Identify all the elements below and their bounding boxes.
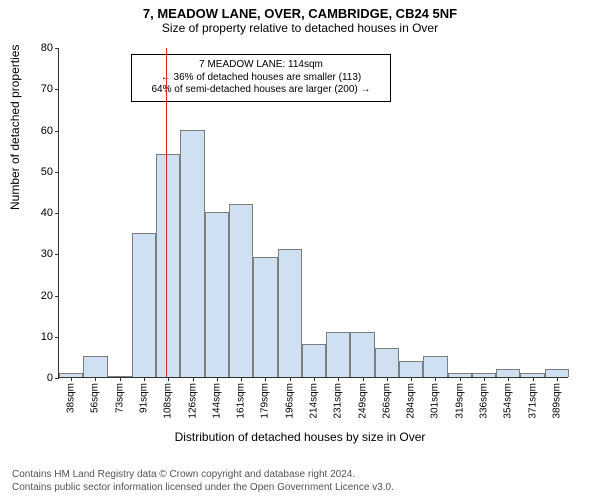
histogram-bar <box>350 332 374 377</box>
footer-line-2: Contains public sector information licen… <box>12 482 394 495</box>
y-tick-mark <box>55 337 59 338</box>
annotation-line-2: ← 36% of detached houses are smaller (11… <box>138 72 384 85</box>
x-tick-mark <box>120 377 121 381</box>
x-tick-mark <box>435 377 436 381</box>
x-tick-mark <box>533 377 534 381</box>
x-tick-label: 161sqm <box>236 383 247 419</box>
x-tick-label: 354sqm <box>503 383 514 419</box>
x-tick-mark <box>338 377 339 381</box>
x-tick-label: 179sqm <box>260 383 271 419</box>
x-tick-mark <box>95 377 96 381</box>
x-tick-label: 38sqm <box>66 383 77 413</box>
x-tick-label: 301sqm <box>430 383 441 419</box>
y-tick-mark <box>55 296 59 297</box>
x-tick-label: 231sqm <box>333 383 344 419</box>
chart-title-main: 7, MEADOW LANE, OVER, CAMBRIDGE, CB24 5N… <box>0 0 600 21</box>
histogram-bar <box>156 154 180 377</box>
x-tick-mark <box>508 377 509 381</box>
x-tick-label: 266sqm <box>381 383 392 419</box>
x-tick-mark <box>314 377 315 381</box>
footer-attribution: Contains HM Land Registry data © Crown c… <box>12 469 394 494</box>
x-tick-label: 319sqm <box>454 383 465 419</box>
x-tick-mark <box>217 377 218 381</box>
histogram-bar <box>399 361 423 378</box>
histogram-bar <box>545 369 569 377</box>
histogram-bar <box>278 249 302 377</box>
x-tick-mark <box>168 377 169 381</box>
y-tick-mark <box>55 254 59 255</box>
y-tick-mark <box>55 89 59 90</box>
y-tick-mark <box>55 172 59 173</box>
x-tick-mark <box>411 377 412 381</box>
histogram-bar <box>496 369 520 377</box>
x-tick-mark <box>387 377 388 381</box>
x-tick-mark <box>363 377 364 381</box>
x-tick-mark <box>460 377 461 381</box>
x-tick-mark <box>484 377 485 381</box>
property-marker-line <box>166 48 168 377</box>
x-tick-label: 91sqm <box>139 383 150 413</box>
x-tick-label: 371sqm <box>527 383 538 419</box>
x-tick-label: 249sqm <box>357 383 368 419</box>
chart-plot-area: 7 MEADOW LANE: 114sqm ← 36% of detached … <box>58 48 568 378</box>
histogram-bar <box>205 212 229 377</box>
histogram-bar <box>253 257 277 377</box>
annotation-box: 7 MEADOW LANE: 114sqm ← 36% of detached … <box>131 54 391 102</box>
x-tick-mark <box>193 377 194 381</box>
histogram-bar <box>132 233 156 377</box>
x-tick-label: 284sqm <box>406 383 417 419</box>
x-tick-mark <box>71 377 72 381</box>
x-tick-mark <box>265 377 266 381</box>
x-tick-label: 389sqm <box>551 383 562 419</box>
chart-title-sub: Size of property relative to detached ho… <box>0 21 600 39</box>
x-tick-mark <box>557 377 558 381</box>
histogram-bar <box>83 356 107 377</box>
x-tick-label: 144sqm <box>211 383 222 419</box>
x-tick-label: 108sqm <box>163 383 174 419</box>
x-tick-label: 56sqm <box>90 383 101 413</box>
x-tick-label: 214sqm <box>309 383 320 419</box>
x-tick-mark <box>290 377 291 381</box>
histogram-bar <box>180 130 204 378</box>
y-axis-label: Number of detached properties <box>8 45 22 210</box>
x-tick-mark <box>241 377 242 381</box>
x-tick-label: 126sqm <box>187 383 198 419</box>
histogram-bar <box>375 348 399 377</box>
x-axis-label: Distribution of detached houses by size … <box>0 430 600 444</box>
histogram-bar <box>326 332 350 377</box>
y-tick-mark <box>55 48 59 49</box>
x-tick-mark <box>144 377 145 381</box>
histogram-bar <box>302 344 326 377</box>
histogram-bar <box>423 356 447 377</box>
annotation-line-1: 7 MEADOW LANE: 114sqm <box>138 59 384 72</box>
x-tick-label: 196sqm <box>284 383 295 419</box>
y-tick-mark <box>55 213 59 214</box>
footer-line-1: Contains HM Land Registry data © Crown c… <box>12 469 394 482</box>
y-tick-mark <box>55 131 59 132</box>
x-tick-label: 73sqm <box>114 383 125 413</box>
x-tick-label: 336sqm <box>479 383 490 419</box>
y-tick-mark <box>55 378 59 379</box>
histogram-bar <box>229 204 253 377</box>
annotation-line-3: 64% of semi-detached houses are larger (… <box>138 84 384 97</box>
